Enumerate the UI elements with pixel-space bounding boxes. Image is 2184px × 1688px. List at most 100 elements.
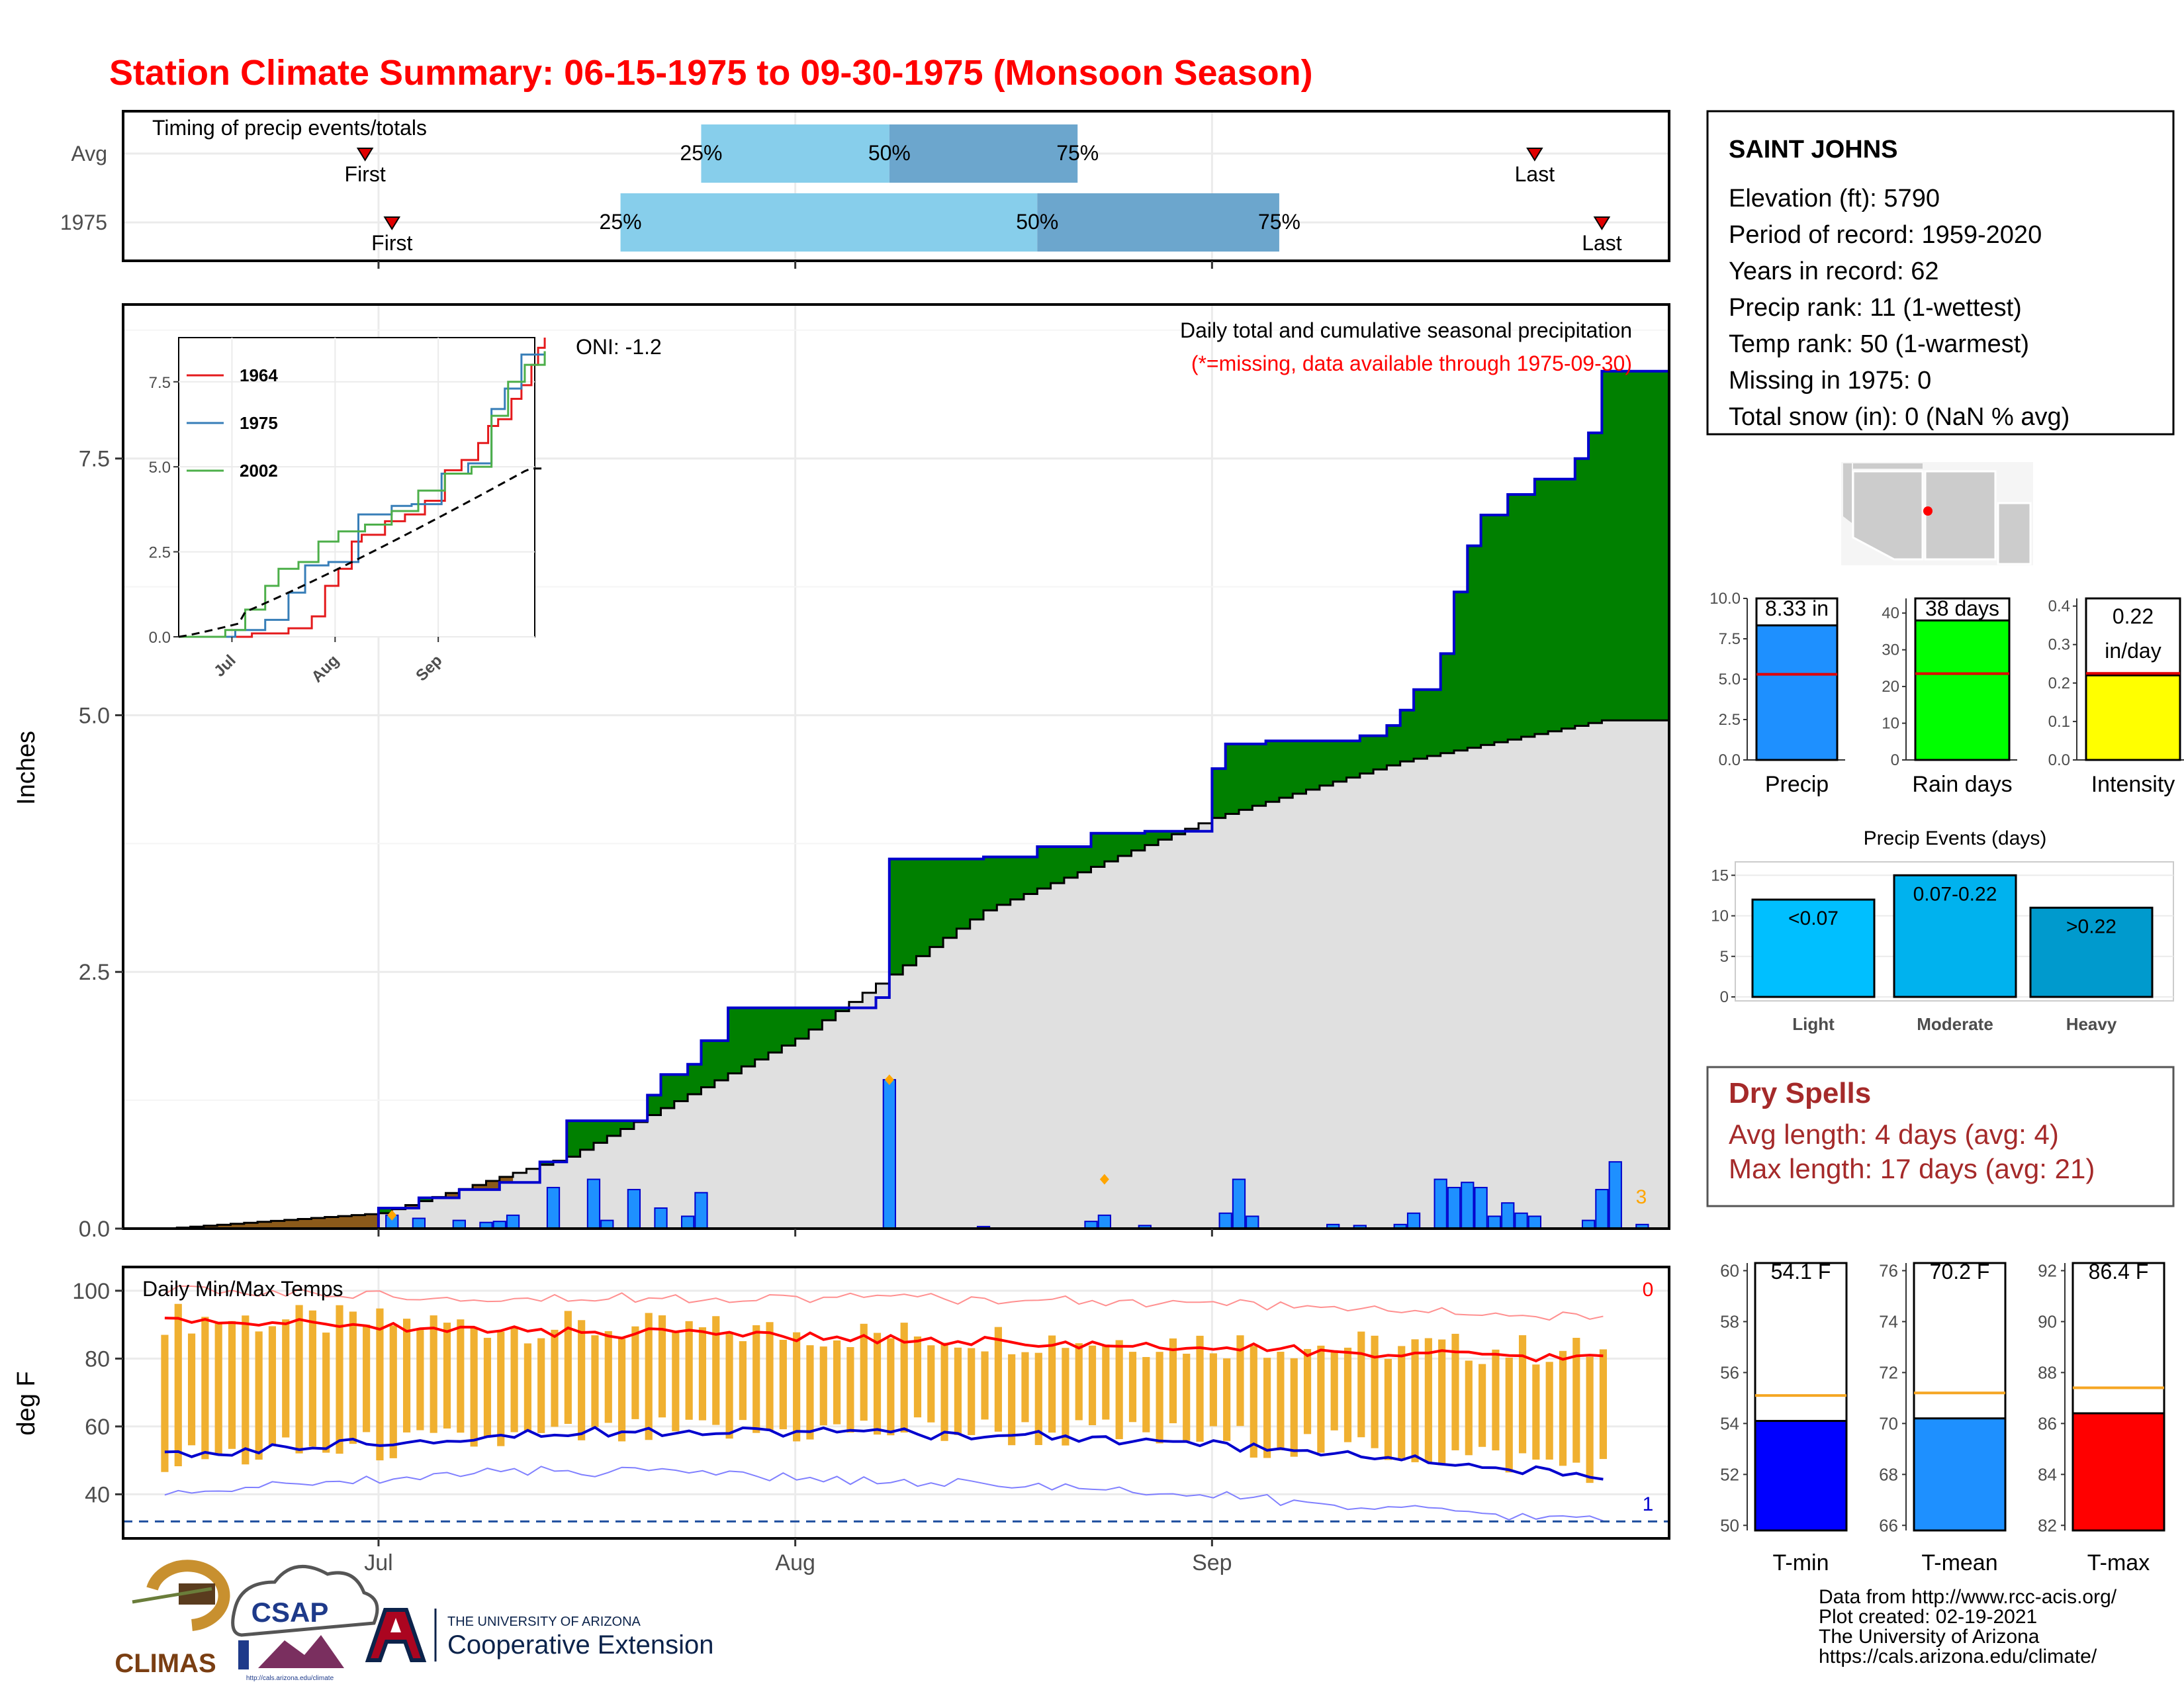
summary-y-tick-label: 0.0 [2048, 751, 2070, 769]
summary-y-tick-label: 20 [1882, 678, 1899, 696]
daily-temp-bar [443, 1323, 451, 1429]
events-bar-label: <0.07 [1788, 908, 1839, 929]
summary-y-tick-label: 10 [1882, 715, 1899, 733]
timing-panel-label: Timing of precip events/totals [152, 116, 427, 140]
footer-credits: Data from http://www.rcc-acis.org/ Plot … [1819, 1586, 2117, 1667]
daily-temp-bar [255, 1331, 263, 1460]
daily-temp-bar [1492, 1349, 1500, 1451]
daily-temp-bar [402, 1319, 411, 1432]
daily-precip-bar [586, 1178, 601, 1229]
daily-precip-bar [1514, 1212, 1528, 1229]
average-precip-line [163, 719, 1669, 1230]
daily-temp-bar [900, 1323, 908, 1433]
summary-bar-name: Rain days [1912, 772, 2012, 797]
daily-temp-bar [927, 1345, 935, 1423]
timing-bar-q25-q50 [701, 124, 889, 183]
daily-precip-bar [882, 1079, 896, 1229]
summary-bar-label: 38 days [1925, 596, 1999, 620]
daily-temp-bar [1518, 1335, 1527, 1454]
daily-temp-bar [349, 1311, 357, 1444]
summary-bar-name: Intensity [2091, 772, 2175, 797]
tsum-y-tick-label: 72 [1879, 1362, 1898, 1382]
summary-y-tick-label: 5.0 [1719, 671, 1741, 688]
daily-temp-bar [1102, 1344, 1110, 1420]
tsum-y-tick-label: 74 [1879, 1311, 1898, 1331]
summary-bar-name: Precip [1765, 772, 1829, 797]
precip-events-chart: Precip Events (days) 0 5 10 15 <0.07 Light 0.0… [1711, 827, 2174, 1034]
tsum-y-tick-label: 68 [1879, 1464, 1898, 1484]
inset-legend-label: 1964 [240, 365, 278, 385]
events-bar-heavy [2029, 906, 2154, 998]
daily-precip-bar [506, 1214, 520, 1230]
daily-temp-bar [1303, 1348, 1312, 1434]
dry-spells-max: Max length: 17 days (avg: 21) [1729, 1153, 2095, 1184]
daily-temp-bar [322, 1333, 330, 1453]
daily-temp-bar [1075, 1343, 1083, 1421]
tsum-y-tick-label: 54 [1720, 1413, 1739, 1433]
summary-y-tick-label: 0.1 [2048, 713, 2070, 731]
daily-temp-bar [1128, 1352, 1137, 1423]
timing-row-avg-label: Avg [71, 142, 107, 165]
daily-temp-bar [389, 1325, 397, 1458]
tsum-y-tick-label: 86 [2038, 1413, 2057, 1433]
daily-temp-bar [457, 1319, 465, 1433]
average-precip-area [163, 720, 1670, 1229]
timing-row-year-label: 1975 [60, 211, 107, 234]
daily-temp-bar [1196, 1335, 1204, 1442]
timing-bar-q50-q75 [1037, 193, 1279, 252]
daily-avg-marker [387, 1209, 397, 1221]
daily-temp-bar [1156, 1352, 1163, 1444]
daily-temp-bar [833, 1340, 841, 1425]
timing-q50-label: 50% [1016, 210, 1058, 234]
precip-legend-line2: (*=missing, data available through 1975-… [1191, 352, 1632, 375]
temp-y-tick-label: 80 [85, 1346, 110, 1372]
precip-y-axis-label: Inches [13, 731, 40, 805]
tsum-bar-label: 54.1 F [1771, 1260, 1831, 1284]
timing-bar-q50-q75 [889, 124, 1078, 183]
daily-precip-bar [654, 1207, 668, 1230]
ua-logo-line1: THE UNIVERSITY OF ARIZONA [447, 1615, 641, 1629]
tsum-bar-name: T-mean [1921, 1550, 1997, 1575]
precip-y-tick-label: 2.5 [79, 960, 110, 985]
daily-temp-bar [940, 1342, 948, 1441]
daily-precip-bar [694, 1192, 708, 1229]
dry-spells-box: Dry Spells Avg length: 4 days (avg: 4) M… [1706, 1066, 2175, 1207]
daily-temp-bar [537, 1338, 545, 1433]
daily-temp-bar [510, 1326, 518, 1432]
daily-temp-bar [1438, 1339, 1446, 1466]
summary-bar-2 [2085, 674, 2181, 761]
daily-temp-bar [1008, 1354, 1016, 1446]
daily-temp-bar [1357, 1331, 1365, 1438]
tsum-y-tick-label: 52 [1720, 1464, 1739, 1484]
avg-min-line [164, 1426, 1604, 1481]
temp-summary-bars: 50 52 54 56 58 60 54.1 F T-min 66 68 70 72 74 76 70.2 … [1720, 1260, 2165, 1575]
avg-max-line [164, 1317, 1604, 1363]
daily-temp-bar [1384, 1358, 1392, 1460]
daily-temp-bar [242, 1315, 250, 1465]
timing-q25-label: 25% [600, 210, 642, 234]
summary-y-tick-label: 10.0 [1709, 590, 1741, 608]
nevada-shape [1843, 463, 1852, 523]
summary-bar-label2: in/day [2105, 639, 2161, 663]
climas-logo-text: CLIMAS [114, 1649, 216, 1678]
summary-y-tick-label: 0.3 [2048, 636, 2070, 654]
station-info-line: Elevation (ft): 5790 [1729, 185, 1940, 212]
daily-precip-bar [1608, 1161, 1622, 1229]
new-mexico-shape [1924, 470, 1997, 561]
timing-panel: 25% 50% 75% First Last 25% 50% 75% First Last Tim… [60, 110, 1670, 262]
daily-precip-bar [681, 1215, 695, 1230]
timing-first-marker [383, 216, 401, 230]
daily-temp-bar [913, 1336, 922, 1418]
ua-logo-line2: Cooperative Extension [447, 1630, 713, 1660]
station-info-line: Years in record: 62 [1729, 258, 1939, 285]
events-bar-label: 0.07-0.22 [1913, 883, 1997, 905]
inset-line-2002 [179, 351, 546, 638]
station-name: SAINT JOHNS [1729, 136, 1897, 164]
daily-temp-bar [1169, 1338, 1177, 1424]
summary-y-tick-label: 0.0 [1719, 751, 1741, 769]
inset-y-tick-label: 5.0 [149, 459, 171, 477]
daily-temp-bar [228, 1321, 236, 1449]
timing-q25-label: 25% [680, 141, 722, 165]
ua-logo: THE UNIVERSITY OF ARIZONA Cooperative Ex… [365, 1608, 713, 1662]
timing-first-label: First [345, 162, 386, 186]
